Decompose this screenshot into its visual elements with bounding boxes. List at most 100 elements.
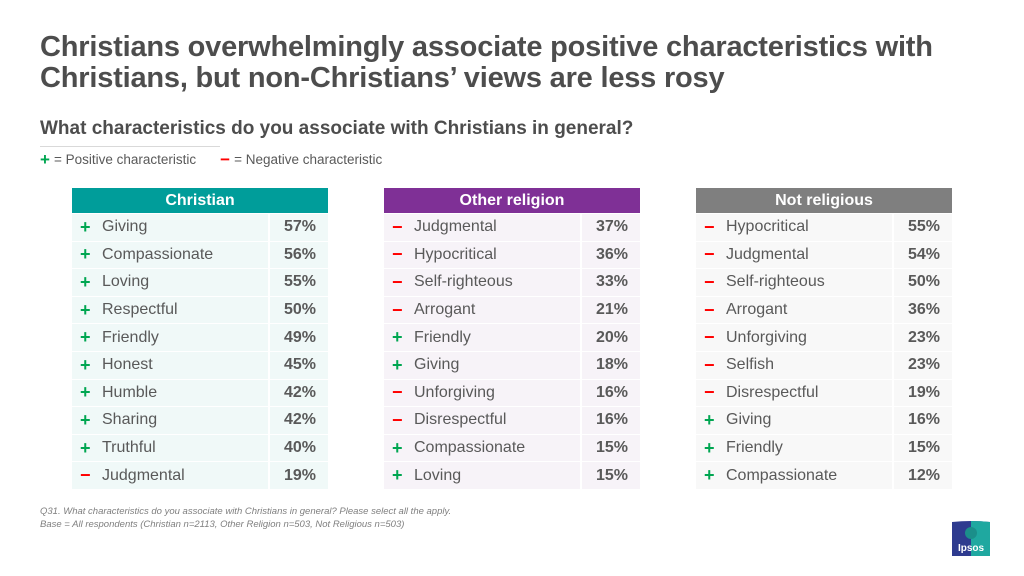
table-row: + Friendly 49% [72,323,328,351]
table-row: − Selfish 23% [696,350,952,379]
minus-icon: − [704,216,715,237]
plus-icon: + [704,437,715,458]
ipsos-logo-icon: Ipsos [952,521,990,556]
percent-value: 36% [580,241,640,269]
percent-value: 55% [892,214,952,241]
characteristic-label: Loving [414,466,462,484]
table-row: − Disrespectful 16% [384,406,640,434]
plus-icon: + [80,244,91,265]
table-other-religion: Other religion − Judgmental 37% − Hypocritic… [384,188,640,489]
characteristic-label: Friendly [414,328,471,346]
table-row: − Self-righteous 33% [384,268,640,296]
slide-subtitle: What characteristics do you associate wi… [40,118,634,139]
characteristic-label: Disrespectful [414,411,507,429]
minus-icon: − [220,150,231,169]
characteristic-label: Judgmental [726,245,809,263]
row-label-cell: + Loving [384,462,580,489]
row-label-cell: − Arrogant [696,297,892,324]
percent-value: 37% [580,214,640,241]
minus-icon: − [392,244,403,265]
plus-icon: + [80,354,91,375]
minus-icon: − [392,271,403,292]
percent-value: 16% [580,407,640,434]
percent-value: 19% [892,379,952,407]
minus-icon: − [704,327,715,348]
percent-value: 15% [892,434,952,462]
characteristic-label: Giving [102,218,148,236]
characteristic-label: Loving [102,273,150,291]
legend-negative-label: = Negative characteristic [234,152,383,167]
percent-value: 55% [268,269,328,296]
table-row: + Friendly 15% [696,433,952,462]
table-row: − Unforgiving 23% [696,323,952,351]
table-row: + Giving 16% [696,406,952,434]
characteristic-label: Friendly [726,439,783,457]
minus-icon: − [392,216,403,237]
characteristic-label: Humble [102,383,158,401]
row-label-cell: + Friendly [72,324,268,351]
table-header: Other religion [384,188,640,213]
legend: + = Positive characteristic − = Negative… [40,151,382,168]
table-row: + Giving 18% [384,350,640,379]
percent-value: 15% [580,434,640,462]
table-row: − Hypocritical 36% [384,240,640,269]
row-label-cell: + Sharing [72,407,268,434]
table-row: + Sharing 42% [72,406,328,434]
percent-value: 21% [580,296,640,324]
characteristic-label: Unforgiving [414,383,495,401]
percent-value: 57% [268,214,328,241]
percent-value: 50% [268,296,328,324]
percent-value: 15% [580,462,640,489]
characteristic-label: Compassionate [414,439,526,457]
table-row: + Respectful 50% [72,295,328,324]
minus-icon: − [392,382,403,403]
table-row: + Compassionate 15% [384,433,640,462]
plus-icon: + [392,437,403,458]
characteristic-label: Honest [102,356,153,374]
characteristic-label: Disrespectful [726,383,819,401]
slide-title: Christians overwhelmingly associate posi… [40,31,933,94]
percent-value: 49% [268,324,328,351]
row-label-cell: − Selfish [696,352,892,379]
characteristic-label: Hypocritical [726,218,809,236]
table-row: − Arrogant 36% [696,295,952,324]
row-label-cell: + Friendly [696,435,892,462]
percent-value: 50% [892,269,952,296]
plus-icon: + [80,216,91,237]
characteristic-label: Truthful [102,439,156,457]
row-label-cell: + Giving [72,214,268,241]
subtitle-divider [40,146,220,147]
percent-value: 19% [268,462,328,489]
row-label-cell: − Self-righteous [384,269,580,296]
footnote-base: Base = All respondents (Christian n=2113… [40,519,405,530]
table-row: − Self-righteous 50% [696,268,952,296]
table-christian: Christian + Giving 57% + Compassionate 56% + Lo… [72,188,328,489]
percent-value: 45% [268,351,328,379]
table-row: − Hypocritical 55% [696,213,952,241]
row-label-cell: + Giving [384,352,580,379]
minus-icon: − [704,382,715,403]
plus-icon: + [80,409,91,430]
row-label-cell: + Respectful [72,297,268,324]
logo-text: Ipsos [958,543,985,554]
minus-icon: − [704,271,715,292]
characteristic-label: Giving [414,356,460,374]
row-label-cell: − Judgmental [696,242,892,269]
footnote: Q31. What characteristics do you associa… [40,505,451,531]
characteristic-label: Judgmental [102,466,185,484]
minus-icon: − [392,299,403,320]
percent-value: 18% [580,351,640,379]
percent-value: 23% [892,324,952,351]
plus-icon: + [80,271,91,292]
row-label-cell: + Compassionate [72,242,268,269]
plus-icon: + [80,382,91,403]
plus-icon: + [704,465,715,486]
table-row: + Honest 45% [72,350,328,379]
row-label-cell: + Friendly [384,324,580,351]
table-row: + Loving 55% [72,268,328,296]
characteristic-label: Compassionate [726,466,838,484]
table-row: − Judgmental 19% [72,461,328,489]
characteristic-label: Self-righteous [726,273,825,291]
table-row: + Humble 42% [72,378,328,407]
row-label-cell: + Loving [72,269,268,296]
